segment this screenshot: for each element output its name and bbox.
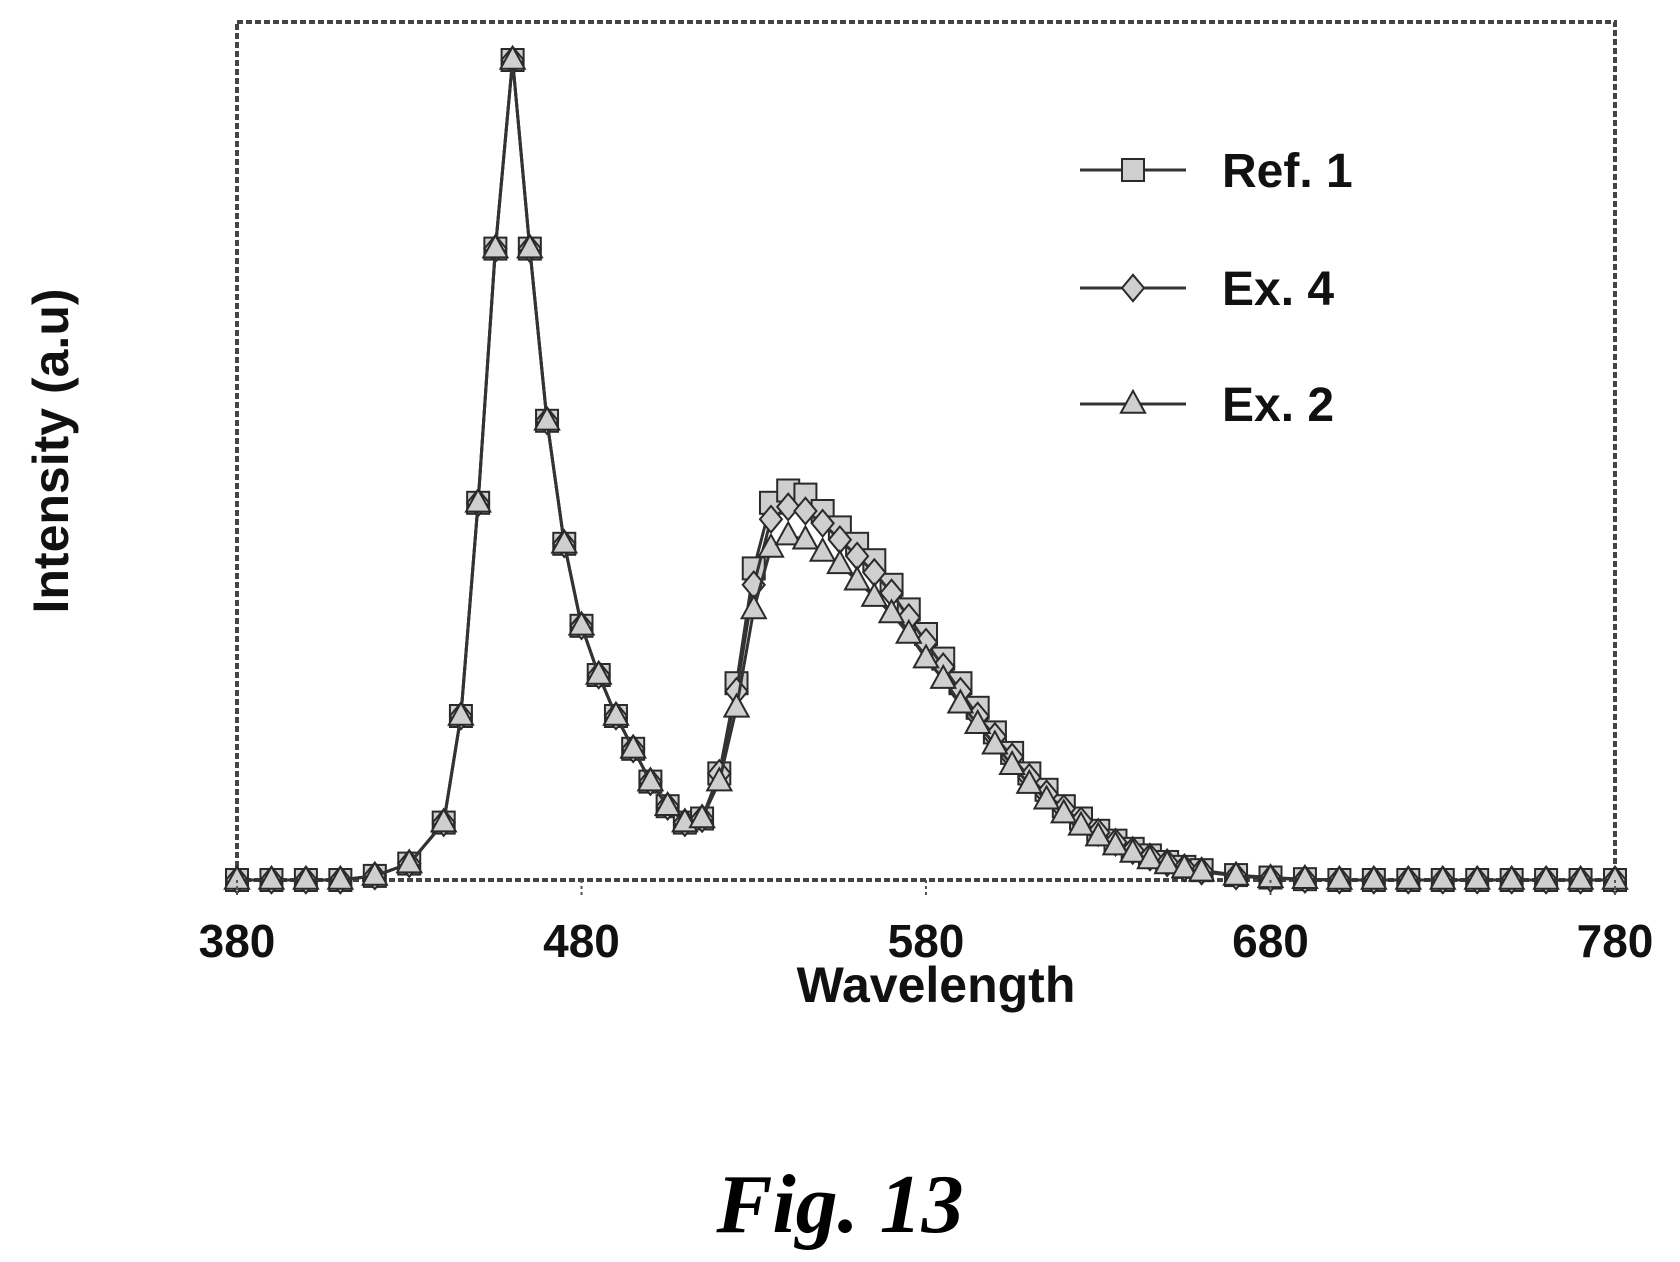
x-axis-title: Wavelength	[797, 957, 1076, 1013]
data-point	[447, 700, 475, 726]
data-point	[1015, 768, 1044, 794]
legend-entry: Ex. 4	[1080, 263, 1334, 316]
data-point	[757, 532, 785, 558]
data-point	[894, 618, 923, 644]
series-line	[237, 59, 1615, 882]
data-point	[516, 233, 544, 259]
data-point	[292, 864, 320, 890]
data-point	[584, 659, 613, 685]
data-point	[550, 528, 579, 554]
legend-label: Ex. 2	[1222, 379, 1334, 432]
data-point	[877, 598, 906, 624]
data-point	[793, 496, 818, 526]
series-ref-1	[225, 48, 1627, 892]
data-point	[464, 487, 492, 513]
x-tick-label: 480	[543, 915, 620, 967]
figure-caption: Fig. 13	[715, 1158, 963, 1251]
data-point	[481, 233, 510, 259]
data-point	[326, 864, 355, 890]
data-point	[1222, 860, 1250, 886]
data-point	[929, 663, 958, 689]
series-ex-4	[224, 45, 1628, 895]
data-point	[1170, 853, 1199, 879]
data-point	[791, 524, 820, 550]
data-point	[567, 610, 596, 636]
data-point	[1101, 830, 1130, 856]
data-point	[1360, 864, 1388, 890]
legend-entry: Ex. 2	[1080, 379, 1334, 432]
data-point	[946, 688, 975, 714]
data-point	[1050, 798, 1078, 824]
data-point	[739, 594, 768, 620]
plot-area-frame	[235, 20, 1617, 882]
data-point	[688, 803, 716, 829]
data-point	[758, 504, 784, 534]
data-point	[775, 492, 801, 522]
data-point	[498, 44, 527, 70]
series-ex-2	[223, 44, 1629, 890]
data-point	[808, 536, 837, 562]
data-point	[810, 508, 835, 539]
data-point	[1084, 821, 1113, 847]
x-tick-label: 580	[888, 915, 965, 967]
data-point	[1394, 864, 1423, 890]
data-point	[843, 565, 871, 591]
data-point	[998, 749, 1026, 775]
legend-marker	[1119, 388, 1147, 414]
x-tick-label: 780	[1577, 915, 1654, 967]
data-point	[722, 692, 751, 718]
y-axis-title: Intensity (a.u)	[23, 288, 79, 613]
legend-label: Ex. 4	[1222, 263, 1334, 316]
legend-label: Ref. 1	[1222, 145, 1353, 198]
x-tick-label: 380	[199, 915, 276, 967]
data-point	[429, 807, 458, 833]
data-point	[653, 790, 682, 816]
series-line	[237, 59, 1615, 882]
data-point	[257, 864, 286, 890]
data-point	[981, 729, 1009, 755]
data-point	[912, 643, 940, 669]
data-point	[774, 520, 802, 546]
data-point	[1067, 810, 1095, 836]
data-point	[1136, 844, 1164, 870]
data-point	[1032, 784, 1061, 810]
data-point	[1187, 856, 1216, 882]
x-tick-label: 680	[1232, 915, 1309, 967]
data-point	[1291, 863, 1319, 889]
data-point	[1153, 849, 1181, 875]
data-point	[1325, 864, 1354, 890]
data-point	[636, 766, 665, 792]
data-point	[1497, 864, 1526, 890]
legend: Ref. 1 Ex. 4 Ex. 2	[1080, 145, 1353, 432]
data-point	[705, 766, 734, 792]
data-point	[1566, 864, 1595, 890]
data-point	[395, 848, 424, 874]
legend-entry: Ref. 1	[1080, 145, 1353, 198]
data-point	[361, 860, 389, 886]
series-line	[237, 59, 1615, 882]
data-point	[602, 700, 630, 726]
data-point	[1118, 837, 1147, 863]
legend-marker	[1120, 273, 1146, 303]
data-point	[963, 708, 992, 734]
data-point	[619, 733, 647, 759]
data-point	[1463, 864, 1491, 890]
data-point	[1428, 864, 1457, 890]
data-point	[860, 581, 889, 607]
legend-marker	[1121, 158, 1145, 182]
data-point	[1532, 864, 1560, 890]
x-ticks: 380 480 580 680 780	[199, 880, 1654, 967]
data-point	[826, 549, 854, 575]
series-layer	[223, 44, 1629, 895]
data-point	[533, 405, 561, 431]
